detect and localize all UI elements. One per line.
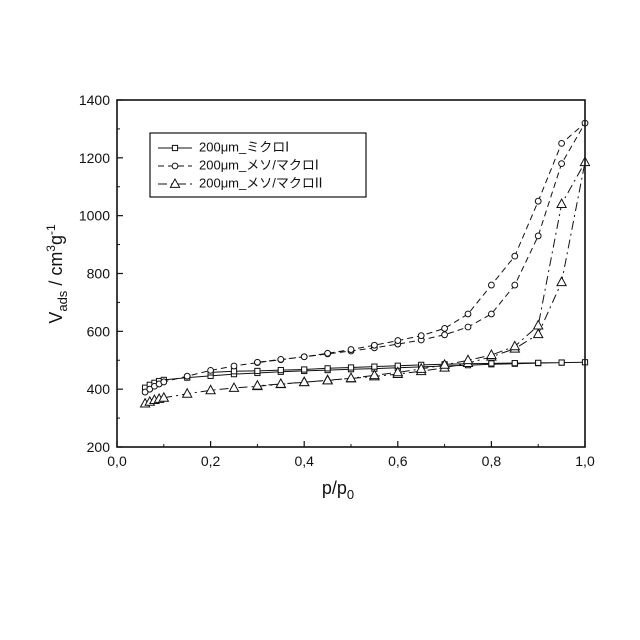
series-1-point xyxy=(278,367,283,372)
series-2-point xyxy=(489,282,495,288)
legend-label-2: 200μm_メソ/マクロⅠ xyxy=(199,157,319,172)
series-1-point xyxy=(372,364,377,369)
series-1-point xyxy=(512,361,517,366)
series-1-point xyxy=(302,367,307,372)
x-tick-label: 0,4 xyxy=(294,453,314,469)
series-1-point xyxy=(559,360,564,365)
series-2-point xyxy=(512,282,518,288)
y-tick-label: 1200 xyxy=(79,150,110,166)
x-tick-label: 0,6 xyxy=(388,453,408,469)
series-2-point xyxy=(161,379,167,385)
series-3-point xyxy=(510,341,519,349)
series-2-point xyxy=(395,338,401,344)
series-2-point xyxy=(208,367,214,373)
x-axis-label: p/p0 xyxy=(322,478,354,502)
series-2-point xyxy=(372,342,378,348)
series-2-point xyxy=(325,350,331,356)
series-1-point xyxy=(348,365,353,370)
series-3-point xyxy=(229,383,238,391)
y-tick-label: 200 xyxy=(87,439,111,455)
series-3-point xyxy=(557,277,566,285)
y-axis-label: Vads / cm3g-1 xyxy=(44,224,70,324)
series-1 xyxy=(142,360,587,391)
series-2-point xyxy=(442,326,448,332)
y-tick-label: 600 xyxy=(87,323,111,339)
legend-marker-2 xyxy=(172,163,178,169)
x-tick-label: 1,0 xyxy=(575,453,595,469)
series-3-point xyxy=(534,321,543,329)
series-2-point xyxy=(535,233,541,239)
series-3-point xyxy=(276,379,285,387)
series-2-point xyxy=(559,140,565,146)
x-tick-label: 0,8 xyxy=(482,453,502,469)
legend-label-1: 200μm_ミクロⅠ xyxy=(199,139,289,154)
series-2-point xyxy=(418,333,424,339)
series-3-point xyxy=(557,199,566,207)
series-2-point xyxy=(184,373,190,379)
y-tick-label: 800 xyxy=(87,266,111,282)
legend: 200μm_ミクロⅠ 200μm_メソ/マクロⅠ 200μm_メソ/マクロⅠⅠ xyxy=(150,133,366,197)
series-1-point xyxy=(489,361,494,366)
series-2-point xyxy=(465,311,471,317)
series-2-point xyxy=(301,354,307,360)
series-2-point xyxy=(278,356,284,362)
series-2-point xyxy=(535,198,541,204)
series-2-point xyxy=(442,332,448,338)
legend-marker-1 xyxy=(172,145,177,150)
y-tick-label: 1000 xyxy=(79,208,110,224)
y-tick-label: 400 xyxy=(87,381,111,397)
series-2-point xyxy=(512,253,518,259)
series-1-point xyxy=(536,360,541,365)
series-2-point xyxy=(489,311,495,317)
series-2-point xyxy=(559,161,565,167)
series-1-point xyxy=(255,368,260,373)
series-3-point xyxy=(253,381,262,389)
series-1-point xyxy=(325,366,330,371)
series-2-point xyxy=(255,359,261,365)
series-2-point xyxy=(465,324,471,330)
series-3-point xyxy=(300,377,309,385)
legend-label-3: 200μm_メソ/マクロⅠⅠ xyxy=(199,175,323,190)
series-3-point xyxy=(534,329,543,337)
series-2-point xyxy=(231,363,237,369)
x-tick-label: 0,0 xyxy=(107,453,127,469)
series-3-point xyxy=(346,373,355,381)
series-2-point xyxy=(348,347,354,353)
y-tick-label: 1400 xyxy=(79,92,110,108)
x-tick-label: 0,2 xyxy=(201,453,221,469)
